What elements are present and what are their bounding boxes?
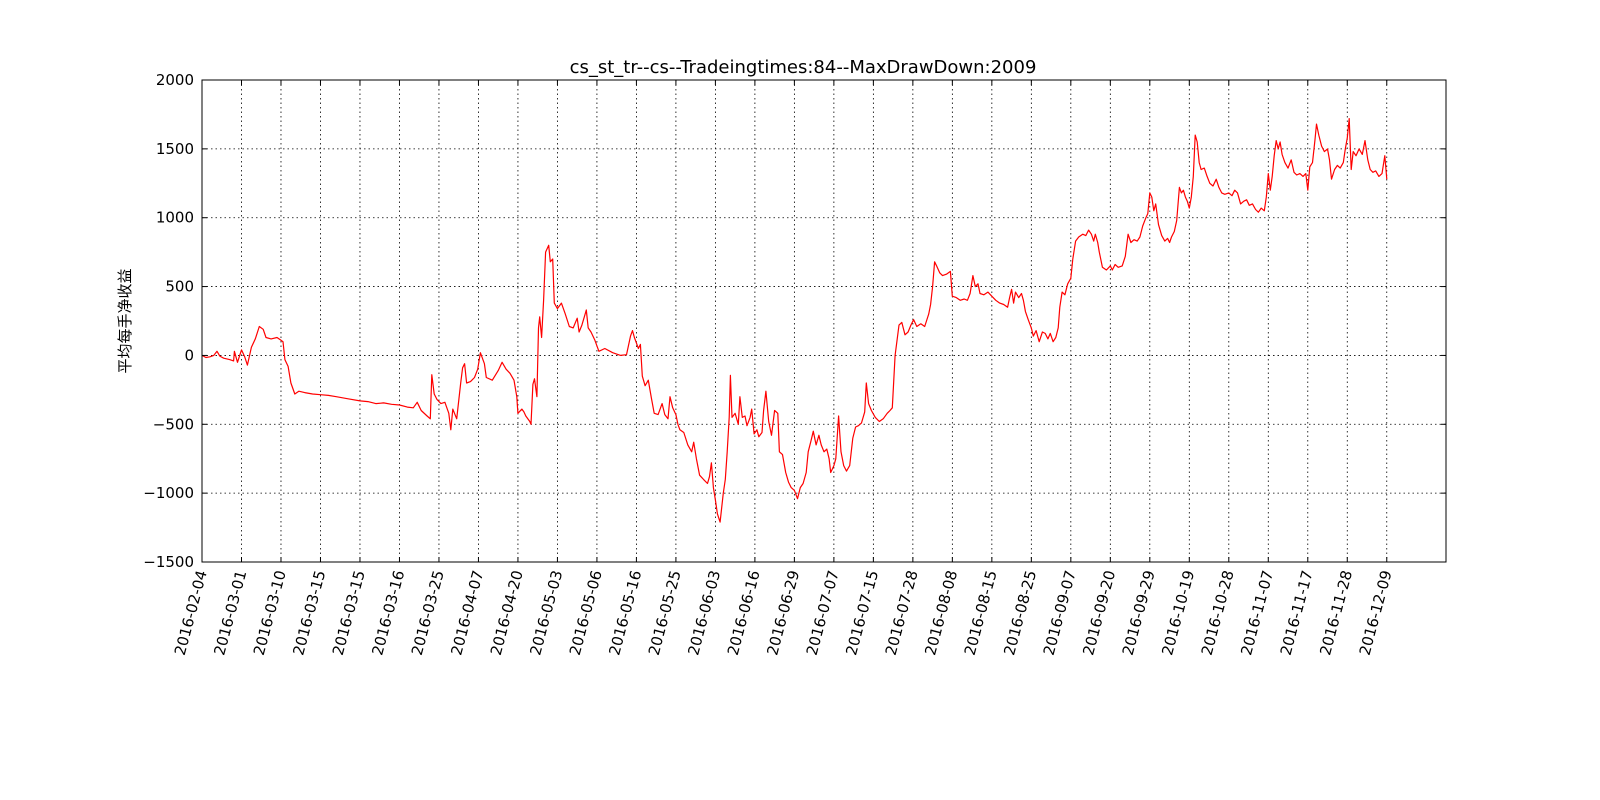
x-tick-label: 2016-08-25 [1000,568,1040,657]
series-layer [201,118,1388,523]
x-tick-label: 2016-09-07 [1040,568,1080,657]
x-tick-label: 2016-05-25 [645,568,685,657]
x-tick-label: 2016-04-20 [487,568,527,657]
x-tick-label: 2016-08-08 [921,568,961,657]
x-tick-label: 2016-11-07 [1237,568,1277,657]
x-tick-label: 2016-03-25 [408,568,448,657]
y-tick-label: −1000 [143,484,194,502]
y-tick-label: −1500 [143,553,194,571]
x-tick-label: 2016-05-03 [526,568,566,657]
x-tick-label: 2016-07-15 [842,568,882,657]
x-tick-label: 2016-05-16 [605,568,645,657]
chart-title: cs_st_tr--cs--Tradeingtimes:84--MaxDrawD… [570,57,1037,78]
x-tick-label: 2016-06-03 [684,568,724,657]
x-tick-label: 2016-06-16 [724,568,764,657]
y-tick-label: 1000 [156,209,194,227]
y-tick-label: 0 [184,346,194,364]
x-tick-label: 2016-03-15 [289,568,329,657]
x-tick-label: 2016-07-07 [803,568,843,657]
x-tick-label: 2016-02-04 [171,568,211,657]
x-tick-label: 2016-12-09 [1356,568,1396,657]
x-tick-label: 2016-03-01 [210,568,250,657]
x-tick-label: 2016-09-20 [1079,568,1119,657]
x-tick-label: 2016-04-07 [447,568,487,657]
x-tick-label: 2016-03-16 [368,568,408,657]
x-tick-label: 2016-10-28 [1198,568,1238,657]
y-tick-label: 2000 [156,71,194,89]
x-tick-label: 2016-11-28 [1316,568,1356,657]
x-axis: 2016-02-04 2016-03-01 2016-03-10 2016-03-15… [171,80,1396,657]
x-tick-label: 2016-09-29 [1119,568,1159,657]
x-tick-label: 2016-10-19 [1158,568,1198,657]
x-tick-label: 2016-07-28 [882,568,922,657]
y-axis: −1500 −1000 −500 0 500 1000 1500 2000 [143,71,1446,571]
x-tick-label: 2016-05-06 [566,568,606,657]
y-tick-label: −500 [153,415,194,433]
x-tick-label: 2016-11-17 [1277,568,1317,657]
x-tick-label: 2016-08-15 [961,568,1001,657]
plot-frame [201,79,1447,563]
x-tick-label: 2016-03-15 [329,568,369,657]
x-tick-label: 2016-03-10 [250,568,290,657]
series-line-0 [201,118,1388,523]
y-axis-label: 平均每手净收益 [116,268,134,373]
y-tick-label: 1500 [156,140,194,158]
gridlines [202,80,1446,562]
y-tick-label: 500 [165,278,194,296]
x-tick-label: 2016-06-29 [763,568,803,657]
